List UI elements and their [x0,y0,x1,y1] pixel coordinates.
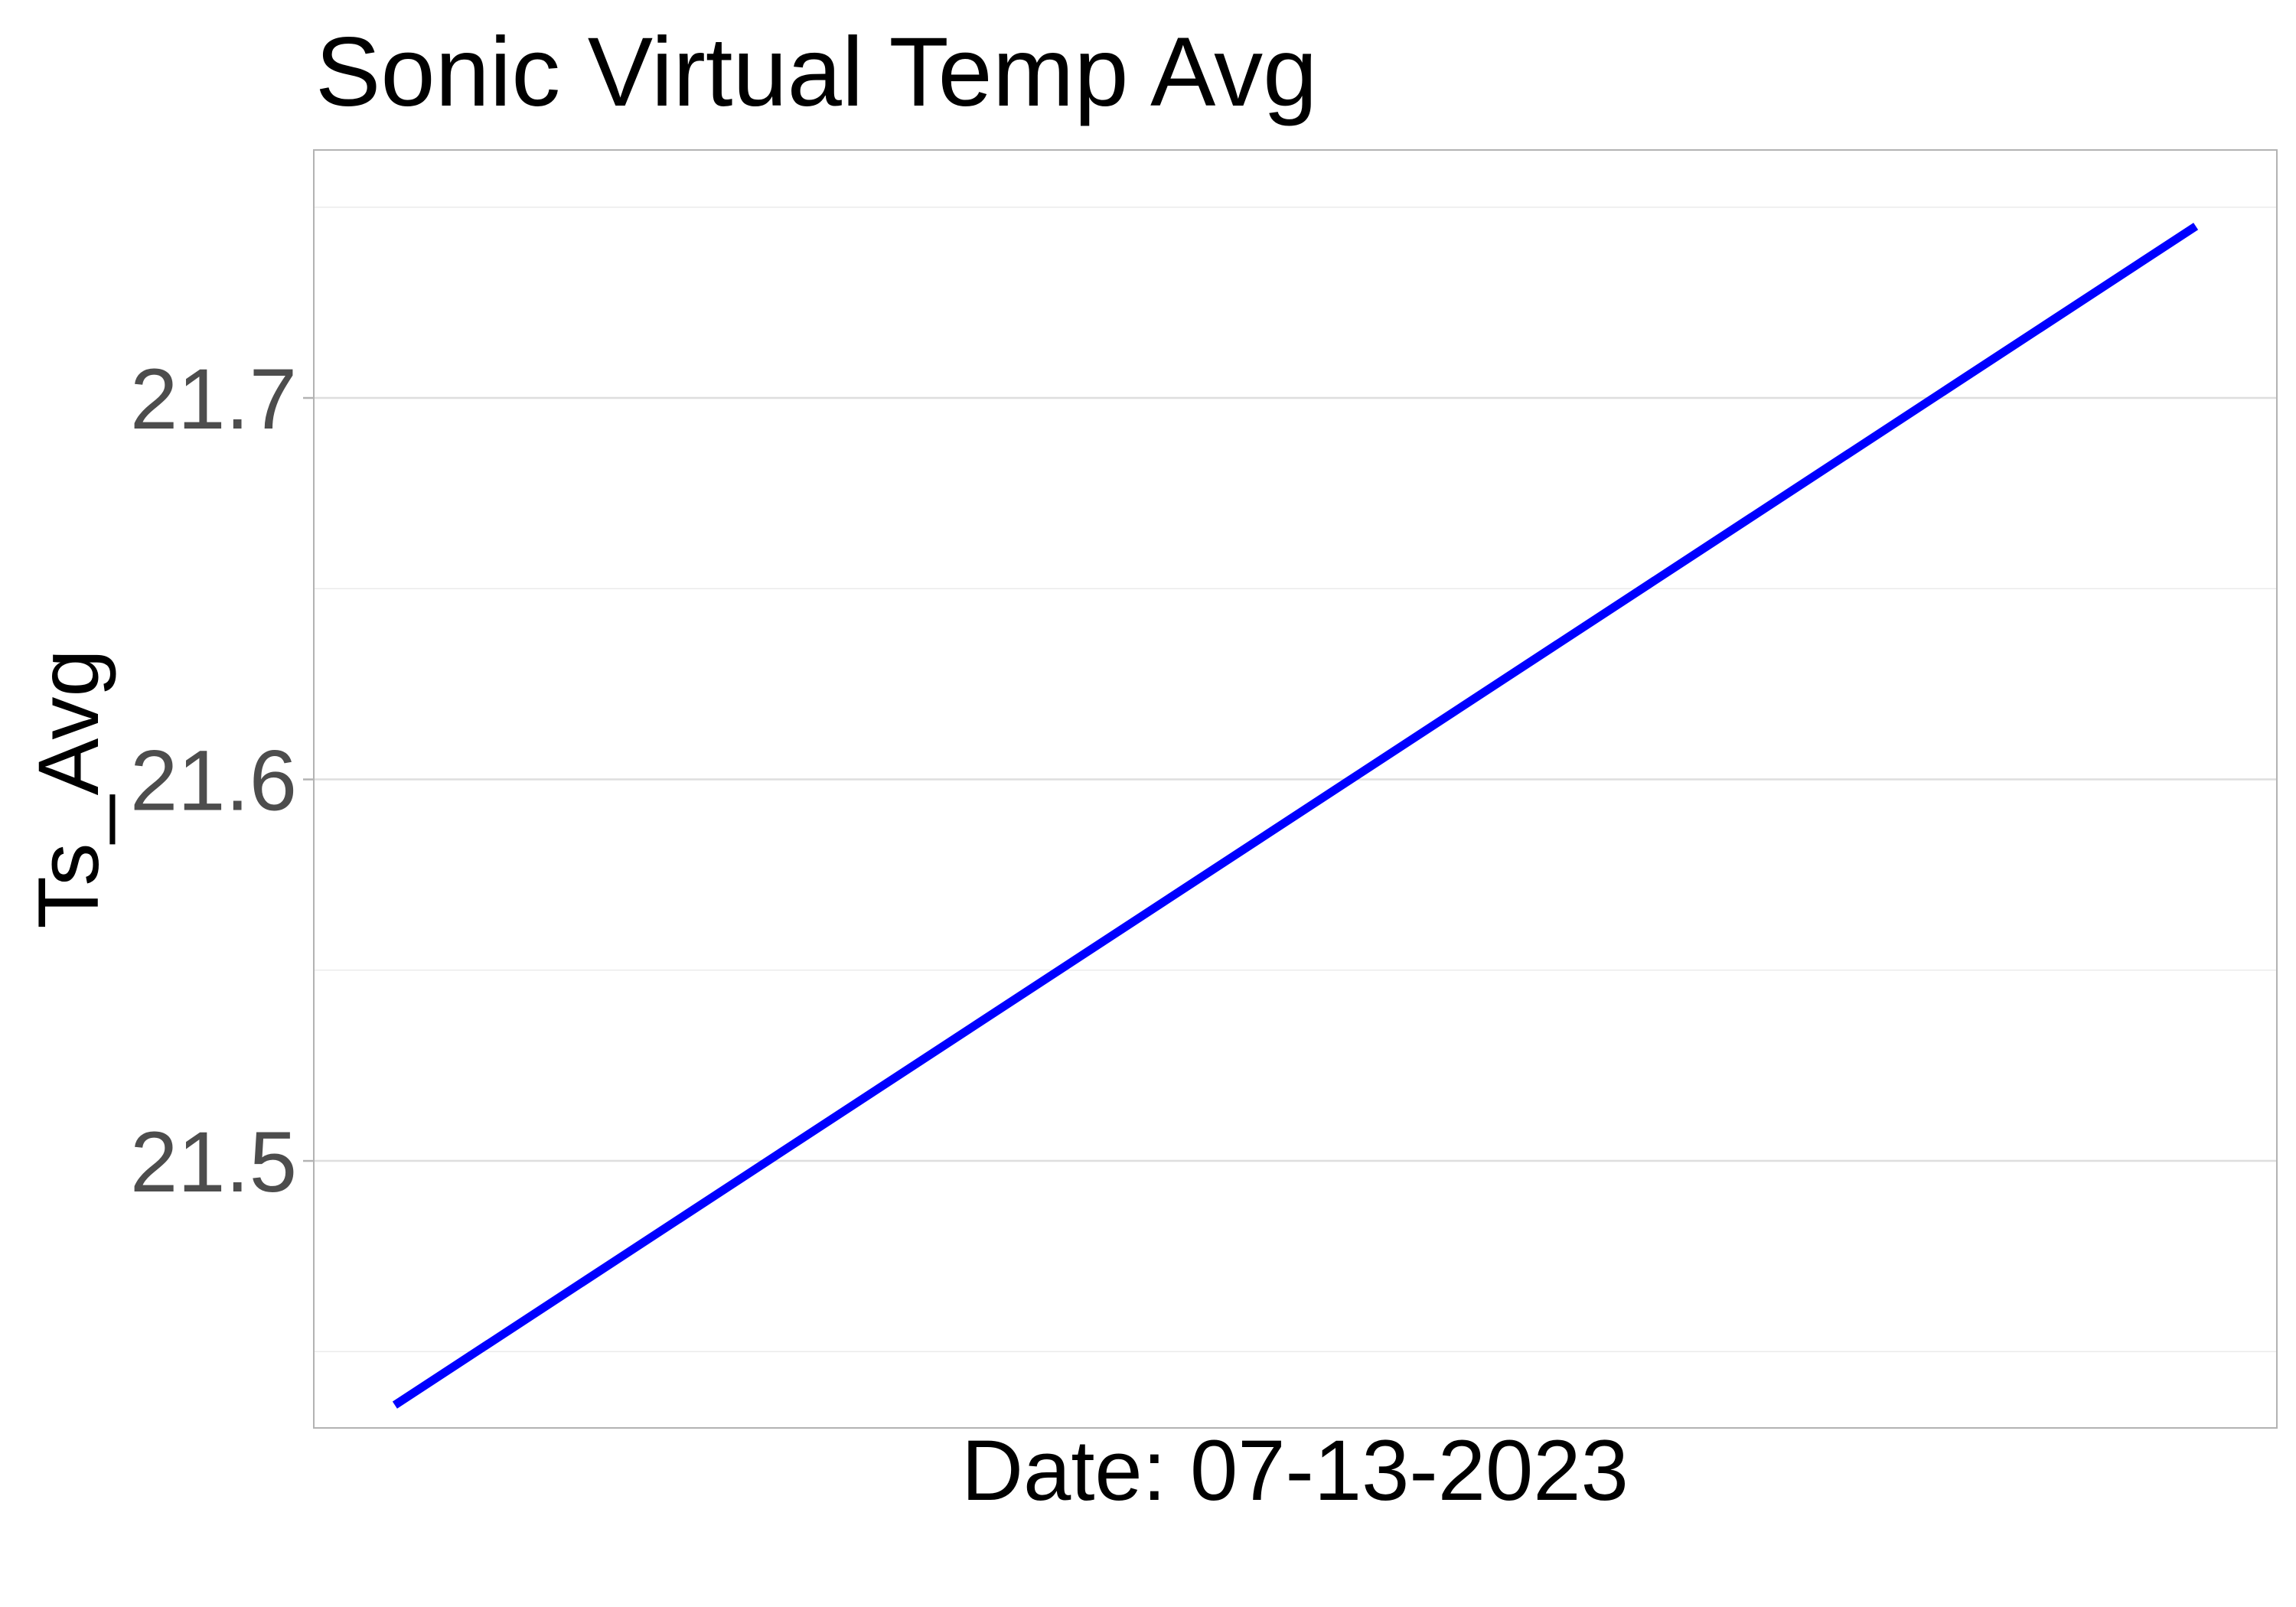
y-axis: 21.5 21.6 21.7 [130,351,314,1210]
plot-panel-border [313,149,2278,1429]
y-axis-title: Ts_Avg [21,649,116,928]
y-tick-label: 21.6 [130,733,297,829]
y-tick-label: 21.5 [130,1114,297,1210]
grid-lines [314,207,2277,1353]
x-axis-title: Date: 07-13-2023 [961,1423,1629,1518]
series-line [392,223,2199,1409]
plot-area [392,223,2199,1409]
chart-title: Sonic Virtual Temp Avg [315,18,1317,127]
y-tick-label: 21.7 [130,351,297,447]
